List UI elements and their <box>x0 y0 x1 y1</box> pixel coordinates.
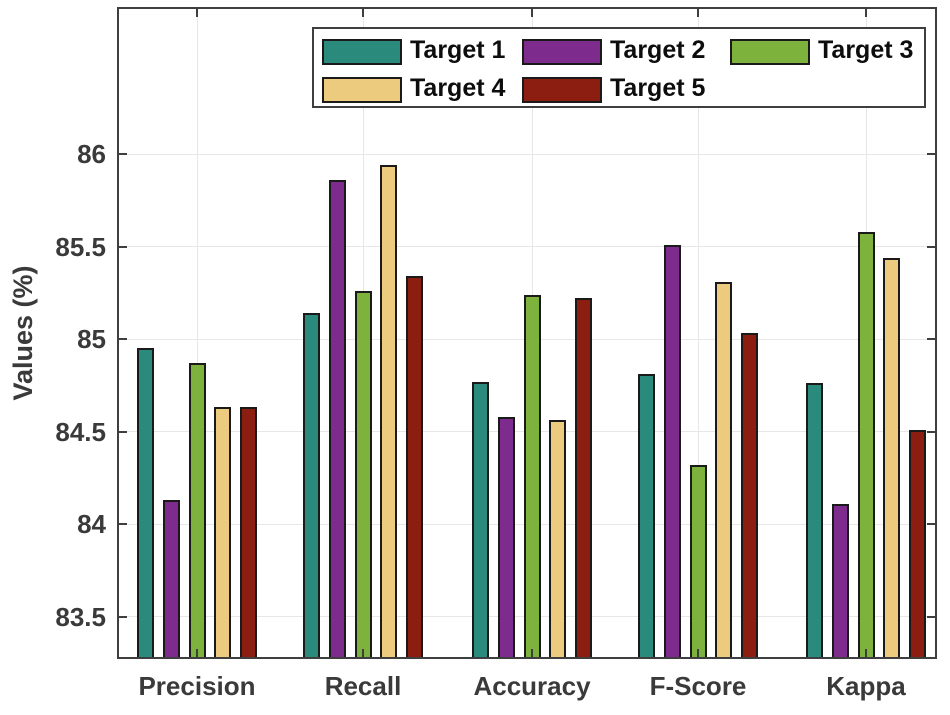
x-tick-mark <box>531 649 533 659</box>
y-tick-label: 83.5 <box>55 601 106 632</box>
bar-target-5 <box>405 276 423 659</box>
x-tick-mark <box>362 649 364 659</box>
x-tick-mark <box>196 7 198 17</box>
bar-target-5 <box>239 407 257 659</box>
legend-swatch <box>522 77 602 103</box>
y-tick-mark <box>927 153 937 155</box>
y-tick-label: 85 <box>77 324 106 354</box>
x-gridline <box>196 7 198 659</box>
x-tick-mark <box>865 7 867 17</box>
bar-target-4 <box>214 407 232 659</box>
x-gridline <box>697 7 699 659</box>
y-tick-mark <box>117 153 127 155</box>
bar-target-4 <box>380 165 398 659</box>
x-tick-label: F-Score <box>649 671 747 701</box>
x-tick-mark <box>362 7 364 17</box>
bar-target-5 <box>574 298 592 659</box>
bar-target-2 <box>162 499 180 659</box>
bar-target-3 <box>689 464 707 659</box>
legend-swatch <box>322 77 402 103</box>
y-tick-mark <box>117 245 127 248</box>
bar-target-1 <box>806 383 824 659</box>
bar-target-5 <box>908 429 926 659</box>
legend-label: Target 2 <box>610 36 706 64</box>
x-tick-mark <box>531 7 533 17</box>
y-tick-label: 85.5 <box>55 231 106 262</box>
bar-target-3 <box>188 363 206 659</box>
x-tick-label: Recall <box>324 671 402 701</box>
bar-target-2 <box>328 179 346 659</box>
legend-label: Target 3 <box>818 36 914 64</box>
legend-label: Target 4 <box>410 74 506 102</box>
legend-label: Target 1 <box>410 36 506 64</box>
y-tick-mark <box>927 615 937 618</box>
x-tick-mark <box>865 649 867 659</box>
y-tick-mark <box>927 523 937 525</box>
bar-target-1 <box>303 313 321 659</box>
bar-target-2 <box>663 244 681 659</box>
y-tick-mark <box>117 523 127 525</box>
bar-target-3 <box>523 294 541 659</box>
x-tick-mark <box>697 649 699 659</box>
x-tick-mark <box>196 649 198 659</box>
legend-label: Target 5 <box>610 74 706 102</box>
x-tick-label: Kappa <box>826 671 906 701</box>
bar-target-3 <box>857 231 875 659</box>
bar-target-1 <box>472 381 490 659</box>
x-tick-label: Accuracy <box>473 671 591 701</box>
plot-area <box>117 7 937 659</box>
y-tick-mark <box>927 430 937 433</box>
bar-target-5 <box>740 333 758 659</box>
y-tick-mark <box>927 338 937 340</box>
bar-target-4 <box>549 420 567 659</box>
y-gridline <box>117 246 937 247</box>
y-tick-mark <box>117 338 127 340</box>
y-gridline <box>117 153 937 155</box>
x-tick-label: Precision <box>138 671 256 701</box>
bar-target-2 <box>497 416 515 659</box>
legend: Target 1 Target 2 Target 3 Target 4 Target 5 <box>312 27 926 108</box>
y-tick-mark <box>117 430 127 433</box>
bar-target-3 <box>354 290 372 659</box>
bar-target-1 <box>137 348 155 659</box>
y-tick-mark <box>117 615 127 618</box>
y-tick-label: 84 <box>77 509 106 539</box>
y-tick-label: 84.5 <box>55 416 106 447</box>
bar-target-4 <box>715 281 733 659</box>
legend-swatch <box>322 39 402 65</box>
legend-swatch <box>730 39 810 65</box>
bar-target-2 <box>831 503 849 659</box>
x-tick-mark <box>697 7 699 17</box>
legend-swatch <box>522 39 602 65</box>
y-tick-label: 86 <box>77 139 106 169</box>
bar-target-1 <box>638 374 656 659</box>
y-tick-mark <box>927 245 937 248</box>
bar-target-4 <box>883 257 901 659</box>
